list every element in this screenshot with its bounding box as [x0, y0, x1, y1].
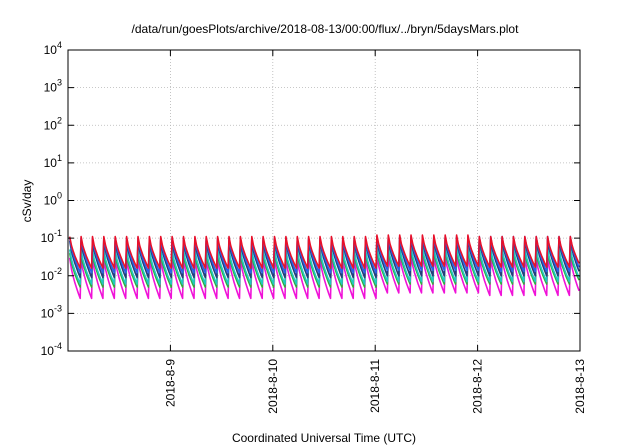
y-tick-label: 100	[44, 191, 62, 208]
y-tick-exponent: 2	[57, 115, 62, 125]
y-tick-base: 10	[41, 231, 55, 245]
series-line	[68, 234, 580, 269]
y-tick-label: 10-3	[41, 303, 62, 320]
y-tick-exponent: 0	[57, 191, 62, 201]
y-tick-exponent: 3	[57, 78, 62, 88]
y-tick-exponent: -3	[54, 303, 62, 313]
x-tick-label: 2018-8-11	[368, 359, 382, 413]
series-line	[68, 245, 580, 285]
y-tick-label: 10-4	[41, 341, 62, 358]
series-line	[68, 254, 580, 300]
series-line	[68, 237, 580, 279]
y-tick-base: 10	[44, 81, 58, 95]
x-axis: 2018-8-9 2018-8-10 2018-8-11 2018-8-12 2018-…	[163, 50, 587, 414]
y-tick-label: 10-1	[41, 228, 62, 245]
series-line	[68, 248, 580, 288]
y-tick-exponent: -1	[54, 228, 62, 238]
y-axis-label: cSv/day	[20, 180, 34, 223]
y-tick-base: 10	[44, 194, 58, 208]
y-tick-base: 10	[44, 118, 58, 132]
y-tick-exponent: 1	[57, 153, 62, 163]
y-tick-exponent: 4	[57, 40, 62, 50]
x-tick-label: 2018-8-9	[163, 359, 177, 407]
y-tick-base: 10	[44, 156, 58, 170]
grid-lines	[68, 50, 580, 351]
y-tick-label: 103	[44, 78, 62, 95]
y-tick-label: 10-2	[41, 266, 62, 283]
y-tick-base: 10	[41, 306, 55, 320]
chart-title: /data/run/goesPlots/archive/2018-08-13/0…	[132, 22, 520, 36]
y-tick-label: 102	[44, 115, 62, 132]
x-tick-label: 2018-8-13	[573, 359, 587, 414]
y-tick-label: 104	[44, 40, 62, 57]
x-tick-label: 2018-8-10	[266, 359, 280, 414]
y-tick-exponent: -2	[54, 266, 62, 276]
y-tick-exponent: -4	[54, 341, 62, 351]
y-tick-base: 10	[44, 43, 58, 57]
x-axis-label: Coordinated Universal Time (UTC)	[232, 431, 416, 445]
data-series	[68, 234, 580, 300]
y-tick-base: 10	[41, 269, 55, 283]
y-tick-base: 10	[41, 344, 55, 358]
y-tick-label: 101	[44, 153, 62, 170]
x-tick-label: 2018-8-12	[471, 359, 485, 414]
